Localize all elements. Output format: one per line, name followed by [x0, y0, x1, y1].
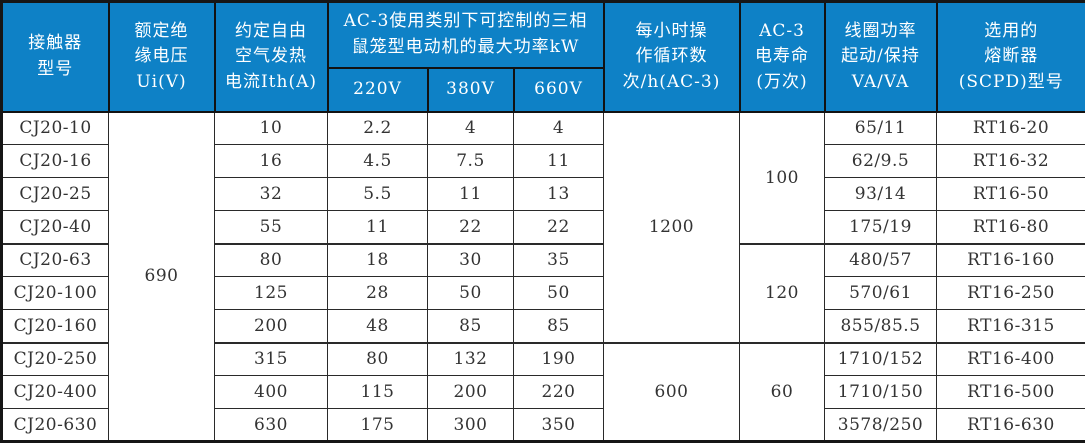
header-electrical-life: AC-3 电寿命 (万次) [740, 2, 825, 112]
header-ac3-power-group: AC-3使用类别下可控制的三相 鼠笼型电动机的最大功率kW [328, 2, 604, 68]
table-row: CJ20-10 690 10 2.2 4 4 1200 100 65/11 RT… [2, 112, 1085, 145]
cell-kw-380v: 30 [428, 244, 514, 277]
header-220v: 220V [328, 68, 428, 112]
cell-coil-va: 65/11 [825, 112, 937, 145]
cell-kw-380v: 4 [428, 112, 514, 145]
cell-kw-220v: 48 [328, 310, 428, 343]
cell-coil-va: 62/9.5 [825, 145, 937, 178]
cell-kw-220v: 4.5 [328, 145, 428, 178]
cell-life-merged: 60 [740, 343, 825, 442]
cell-ith: 125 [215, 277, 328, 310]
cell-kw-660v: 190 [514, 343, 604, 376]
table-body: CJ20-10 690 10 2.2 4 4 1200 100 65/11 RT… [2, 112, 1085, 442]
cell-model: CJ20-40 [2, 211, 109, 244]
header-contactor-model: 接触器 型号 [2, 2, 109, 112]
cell-fuse: RT16-500 [937, 376, 1085, 409]
cell-kw-220v: 115 [328, 376, 428, 409]
cell-kw-660v: 11 [514, 145, 604, 178]
cell-ith: 200 [215, 310, 328, 343]
cell-coil-va: 93/14 [825, 178, 937, 211]
cell-fuse: RT16-160 [937, 244, 1085, 277]
header-coil-power: 线圈功率 起动/保持 VA/VA [825, 2, 937, 112]
cell-ith: 630 [215, 409, 328, 442]
cell-kw-220v: 5.5 [328, 178, 428, 211]
cell-cycles-merged: 1200 [604, 112, 740, 343]
cell-model: CJ20-100 [2, 277, 109, 310]
header-660v: 660V [514, 68, 604, 112]
cell-coil-va: 175/19 [825, 211, 937, 244]
cell-kw-220v: 2.2 [328, 112, 428, 145]
cell-kw-220v: 28 [328, 277, 428, 310]
cell-life-merged: 120 [740, 244, 825, 343]
cell-coil-va: 570/61 [825, 277, 937, 310]
cell-fuse: RT16-32 [937, 145, 1085, 178]
cell-coil-va: 855/85.5 [825, 310, 937, 343]
cell-coil-va: 1710/150 [825, 376, 937, 409]
cell-model: CJ20-25 [2, 178, 109, 211]
cell-coil-va: 3578/250 [825, 409, 937, 442]
cell-fuse: RT16-630 [937, 409, 1085, 442]
header-row-1: 接触器 型号 额定绝 缘电压 Ui(V) 约定自由 空气发热 电流Ith(A) … [2, 2, 1085, 68]
cell-kw-660v: 350 [514, 409, 604, 442]
cell-kw-660v: 4 [514, 112, 604, 145]
cell-fuse: RT16-50 [937, 178, 1085, 211]
cell-kw-380v: 300 [428, 409, 514, 442]
cell-ith: 32 [215, 178, 328, 211]
cell-kw-220v: 175 [328, 409, 428, 442]
cell-kw-660v: 50 [514, 277, 604, 310]
header-thermal-current: 约定自由 空气发热 电流Ith(A) [215, 2, 328, 112]
cell-model: CJ20-250 [2, 343, 109, 376]
cell-model: CJ20-160 [2, 310, 109, 343]
cell-ith: 400 [215, 376, 328, 409]
cell-kw-660v: 22 [514, 211, 604, 244]
cell-kw-220v: 80 [328, 343, 428, 376]
cell-kw-660v: 85 [514, 310, 604, 343]
header-rated-insulation-voltage: 额定绝 缘电压 Ui(V) [109, 2, 215, 112]
cell-kw-380v: 7.5 [428, 145, 514, 178]
cell-coil-va: 1710/152 [825, 343, 937, 376]
cell-cycles-merged: 600 [604, 343, 740, 442]
cell-model: CJ20-10 [2, 112, 109, 145]
cell-model: CJ20-63 [2, 244, 109, 277]
cell-kw-660v: 35 [514, 244, 604, 277]
cell-ith: 315 [215, 343, 328, 376]
cell-kw-220v: 11 [328, 211, 428, 244]
cell-kw-380v: 11 [428, 178, 514, 211]
cell-kw-380v: 85 [428, 310, 514, 343]
cell-insulation-voltage-merged: 690 [109, 112, 215, 442]
cell-fuse: RT16-80 [937, 211, 1085, 244]
table-header: 接触器 型号 额定绝 缘电压 Ui(V) 约定自由 空气发热 电流Ith(A) … [2, 2, 1085, 112]
cell-ith: 55 [215, 211, 328, 244]
cell-model: CJ20-400 [2, 376, 109, 409]
cell-kw-660v: 13 [514, 178, 604, 211]
cell-model: CJ20-630 [2, 409, 109, 442]
header-fuse-model: 选用的 熔断器 (SCPD)型号 [937, 2, 1085, 112]
cell-kw-380v: 200 [428, 376, 514, 409]
cell-fuse: RT16-315 [937, 310, 1085, 343]
cell-coil-va: 480/57 [825, 244, 937, 277]
header-cycles-per-hour: 每小时操 作循环数 次/h(AC-3) [604, 2, 740, 112]
cell-ith: 80 [215, 244, 328, 277]
cell-ith: 10 [215, 112, 328, 145]
header-380v: 380V [428, 68, 514, 112]
cell-model: CJ20-16 [2, 145, 109, 178]
cell-fuse: RT16-400 [937, 343, 1085, 376]
cell-kw-660v: 220 [514, 376, 604, 409]
cell-kw-220v: 18 [328, 244, 428, 277]
cell-kw-380v: 22 [428, 211, 514, 244]
cell-fuse: RT16-20 [937, 112, 1085, 145]
cell-life-merged: 100 [740, 112, 825, 244]
cell-fuse: RT16-250 [937, 277, 1085, 310]
cell-kw-380v: 132 [428, 343, 514, 376]
cell-ith: 16 [215, 145, 328, 178]
cell-kw-380v: 50 [428, 277, 514, 310]
